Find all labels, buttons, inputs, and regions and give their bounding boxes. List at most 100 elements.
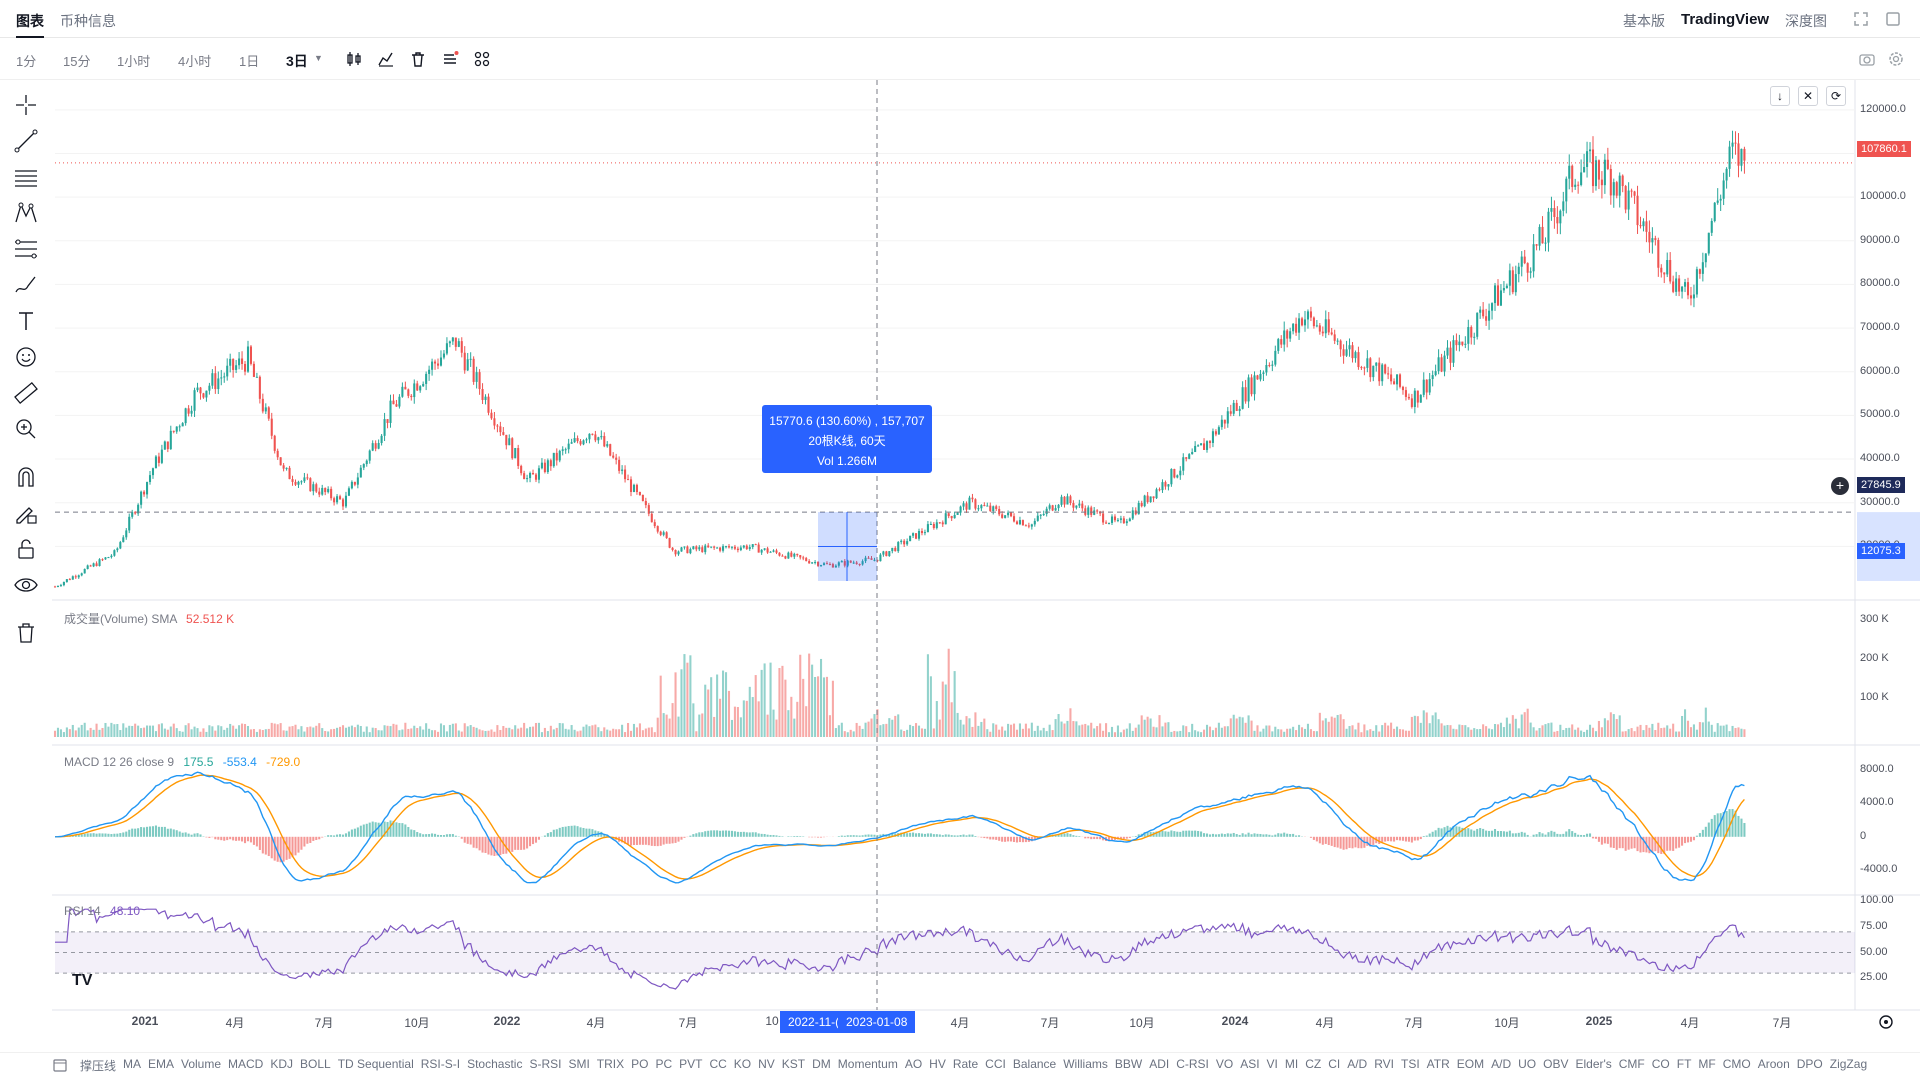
indicator-shortcut[interactable]: RVI [1374,1057,1395,1071]
axis-settings-icon[interactable] [1877,1013,1895,1031]
indicator-shortcut[interactable]: BBW [1114,1057,1143,1071]
indicator-shortcut[interactable]: MF [1698,1057,1716,1071]
indicator-shortcut[interactable]: C-RSI [1176,1057,1209,1071]
indicator-shortcut[interactable]: ZigZag [1829,1057,1868,1071]
indicator-shortcut[interactable]: Williams [1063,1057,1108,1071]
indicator-shortcut[interactable]: ASI [1240,1057,1260,1071]
indicator-shortcut[interactable]: CCI [985,1057,1006,1071]
indicator-shortcut[interactable]: PC [655,1057,673,1071]
text-icon[interactable] [13,308,39,334]
fullscreen-icon[interactable] [1852,10,1870,28]
collapse-icon[interactable]: ✕ [1798,86,1818,106]
view-tradingview[interactable]: TradingView [1681,11,1770,28]
interval-4h[interactable]: 4小时 [178,54,212,69]
indicator-shortcut[interactable]: KST [781,1057,806,1071]
brush-icon[interactable] [13,272,39,298]
tab-chart[interactable]: 图表 [16,13,44,29]
view-depth[interactable]: 深度图 [1785,13,1827,29]
refresh-icon[interactable]: ⟳ [1826,86,1846,106]
emoji-icon[interactable] [13,344,39,370]
delete-icon[interactable] [409,50,427,68]
indicator-shortcut[interactable]: FT [1676,1057,1692,1071]
indicator-shortcut[interactable]: DM [812,1057,831,1071]
interval-dropdown-icon[interactable]: ▼ [314,53,323,63]
scroll-down-icon[interactable]: ↓ [1770,86,1790,106]
indicator-shortcut[interactable]: Stochastic [467,1057,523,1071]
chart-canvas[interactable] [0,80,1920,1050]
indicator-shortcut[interactable]: VI [1266,1057,1278,1071]
lock-icon[interactable] [13,536,39,562]
indicator-shortcut[interactable]: MI [1284,1057,1299,1071]
interval-1m[interactable]: 1分 [16,54,37,69]
view-basic[interactable]: 基本版 [1623,13,1665,29]
indicator-shortcut[interactable]: TRIX [596,1057,625,1071]
indicator-shortcut[interactable]: RSI-S-I [420,1057,461,1071]
indicator-shortcut[interactable]: OBV [1543,1057,1569,1071]
interval-1d[interactable]: 1日 [239,54,260,69]
indicator-shortcut[interactable]: AO [904,1057,923,1071]
pattern-icon[interactable] [13,200,39,226]
add-alert-icon[interactable]: + [1831,477,1849,495]
indicator-shortcut[interactable]: CZ [1305,1057,1322,1071]
indicator-shortcut[interactable]: BOLL [300,1057,331,1071]
fib-icon[interactable] [13,236,39,262]
zoom-icon[interactable] [13,416,39,442]
calendar-icon[interactable] [52,1057,68,1073]
ruler-icon[interactable] [13,380,39,406]
interval-1h[interactable]: 1小时 [117,54,151,69]
indicator-shortcut[interactable]: A/D [1491,1057,1512,1071]
indicator-shortcut[interactable]: KDJ [270,1057,294,1071]
indicator-shortcut[interactable]: CC [709,1057,727,1071]
indicator-shortcut[interactable]: TSI [1401,1057,1420,1071]
indicator-shortcut[interactable]: EMA [148,1057,175,1071]
tab-coin-info[interactable]: 币种信息 [60,13,116,29]
indicator-shortcut[interactable]: 撑压线 [80,1059,117,1073]
eye-icon[interactable] [13,572,39,598]
magnet-icon[interactable] [13,464,39,490]
indicator-shortcut[interactable]: MACD [228,1057,264,1071]
indicator-shortcut[interactable]: Momentum [837,1057,898,1071]
indicators-icon[interactable] [377,50,395,68]
indicator-shortcut[interactable]: Elder's [1575,1057,1612,1071]
layout-grid-icon[interactable] [473,50,491,68]
indicator-shortcut[interactable]: Aroon [1757,1057,1790,1071]
indicator-shortcut[interactable]: SMI [568,1057,590,1071]
indicator-shortcut[interactable]: MA [123,1057,141,1071]
indicator-shortcut[interactable]: DPO [1796,1057,1823,1071]
candle-type-icon[interactable] [345,50,363,68]
indicator-shortcut[interactable]: TD Sequential [337,1057,414,1071]
indicator-shortcut[interactable]: VO [1215,1057,1234,1071]
indicator-shortcut[interactable]: CMF [1618,1057,1645,1071]
indicator-shortcut[interactable]: PVT [679,1057,703,1071]
indicator-shortcut[interactable]: A/D [1347,1057,1368,1071]
trendline-icon[interactable] [13,128,39,154]
indicator-shortcut[interactable]: ADI [1149,1057,1170,1071]
indicator-shortcut[interactable]: Volume [181,1057,222,1071]
camera-icon[interactable] [1858,50,1876,68]
indicator-shortcut[interactable]: KO [733,1057,752,1071]
indicator-shortcut[interactable]: HV [929,1057,946,1071]
parallel-lines-icon[interactable] [13,164,39,190]
indicator-shortcut[interactable]: S-RSI [529,1057,562,1071]
volume-bar [959,719,962,737]
settings-list-icon[interactable] [441,50,459,68]
indicator-shortcut[interactable]: EOM [1456,1057,1485,1071]
indicator-shortcut[interactable]: CI [1328,1057,1341,1071]
indicator-shortcut[interactable]: CMO [1722,1057,1751,1071]
interval-3d[interactable]: 3日 [286,53,308,69]
macd-histogram-bar [796,835,799,837]
gear-icon[interactable] [1887,50,1905,68]
interval-15m[interactable]: 15分 [63,54,91,69]
indicator-shortcut[interactable]: Balance [1012,1057,1057,1071]
indicator-shortcut[interactable]: Rate [952,1057,979,1071]
indicator-shortcut[interactable]: PO [631,1057,649,1071]
crosshair-icon[interactable] [13,92,39,118]
indicator-shortcut[interactable]: NV [758,1057,775,1071]
indicator-shortcut[interactable]: UO [1518,1057,1537,1071]
trash-icon[interactable] [13,620,39,646]
indicator-shortcut[interactable]: CO [1651,1057,1670,1071]
indicator-shortcut[interactable]: ATR [1426,1057,1450,1071]
window-icon[interactable] [1884,10,1902,28]
lock-drawing-icon[interactable] [13,500,39,526]
volume-bar [971,726,974,737]
